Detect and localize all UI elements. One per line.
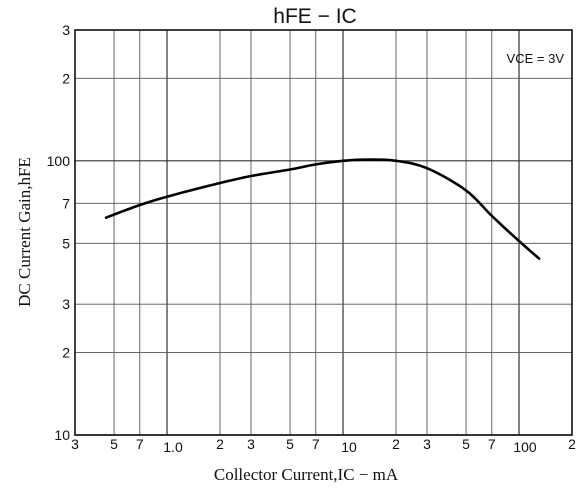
x-tick-label: 5 (286, 436, 294, 452)
y-axis-label: DC Current Gain,hFE (15, 157, 34, 307)
x-tick-label: 7 (136, 436, 144, 452)
hfe-curve-series-0 (104, 158, 541, 260)
y-tick-label: 3 (62, 296, 70, 312)
y-tick-label: 10 (54, 427, 70, 443)
vce-annotation: VCE = 3V (507, 51, 565, 66)
x-tick-label: 3 (71, 436, 79, 452)
y-tick-label: 3 (62, 22, 70, 38)
y-tick-label: 2 (62, 70, 70, 86)
x-tick-label: 10 (341, 439, 357, 455)
x-axis-label: Collector Current,IC − mA (214, 465, 399, 484)
y-tick-label: 100 (47, 153, 71, 169)
grid (74, 29, 573, 436)
x-tick-label: 1.0 (163, 439, 183, 455)
plot-frame (74, 29, 573, 436)
chart-title: hFE − IC (273, 5, 356, 28)
x-tick-label: 3 (247, 436, 255, 452)
x-tick-label: 7 (488, 436, 496, 452)
x-tick-label: 2 (216, 436, 224, 452)
x-tick-label: 3 (423, 436, 431, 452)
y-tick-label: 5 (62, 235, 70, 251)
x-tick-label: 2 (568, 436, 576, 452)
x-tick-label: 100 (513, 439, 537, 455)
x-tick-label: 7 (312, 436, 320, 452)
y-tick-label: 2 (62, 344, 70, 360)
curve-layer (104, 158, 541, 260)
x-tick-label: 2 (392, 436, 400, 452)
y-tick-label: 7 (62, 195, 70, 211)
tick-labels: 3 5 7 1.0 2 3 5 7 10 2 3 5 7 100 2 10 2 3 5 7 100 2 3 (47, 22, 576, 455)
x-tick-label: 5 (462, 436, 470, 452)
x-tick-label: 5 (110, 436, 118, 452)
